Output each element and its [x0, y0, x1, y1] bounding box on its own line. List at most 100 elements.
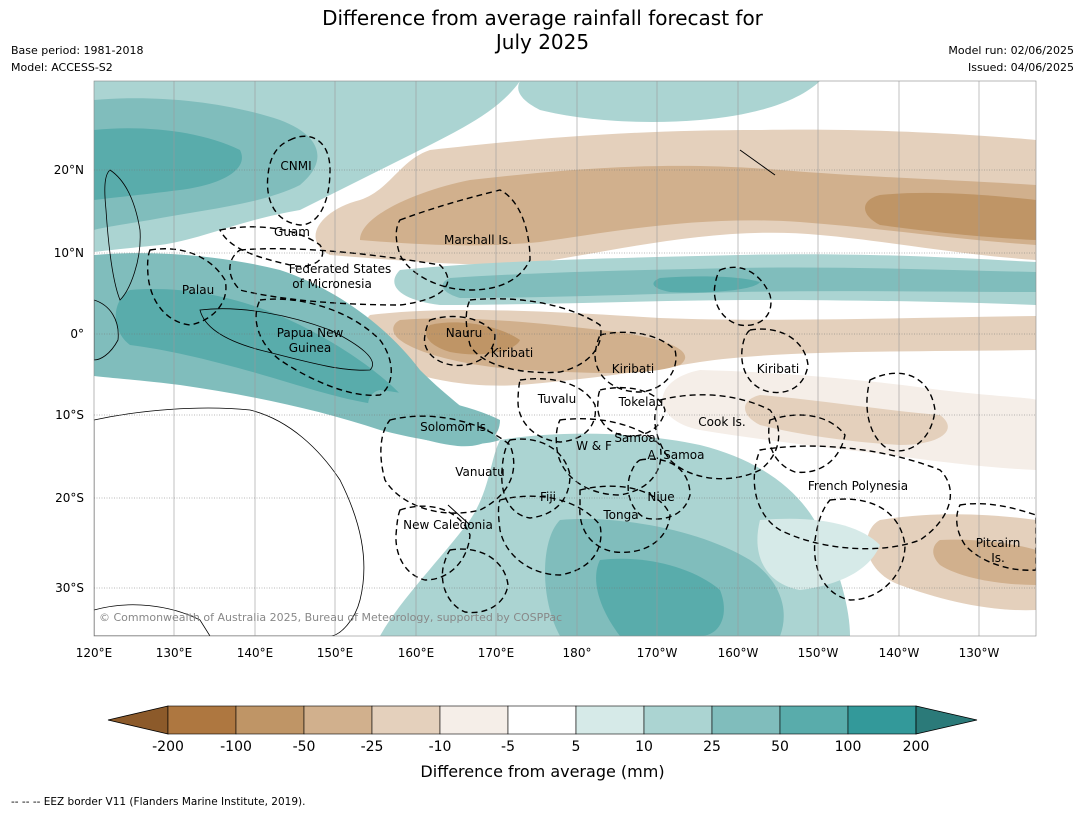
model-run: Model run: 02/06/2025 [948, 44, 1074, 57]
australia-landmass [94, 407, 365, 636]
colorbar-extend-high [915, 705, 978, 735]
place-label: of Micronesia [292, 277, 372, 291]
place-label: French Polynesia [808, 479, 908, 493]
place-label: Solomon Is. [420, 420, 490, 434]
map-title: Difference from average rainfall forecas… [0, 6, 1085, 54]
colorbar-segment [235, 705, 305, 735]
hawaii [739, 149, 776, 176]
colorbar-extend-low [107, 705, 169, 735]
place-label: Kiribati [612, 362, 654, 376]
place-label: Guam [274, 225, 310, 239]
place-label: Niue [647, 490, 674, 504]
philippines-landmass [104, 169, 141, 301]
base-period: Base period: 1981-2018 [11, 44, 144, 57]
dry-band-north-strong [865, 192, 1036, 240]
png-landmass [199, 308, 373, 371]
lat-tick-label: 0° [70, 327, 84, 341]
colorbar-segment [779, 705, 849, 735]
colorbar-tick-label: -100 [220, 739, 252, 755]
colorbar-segment [167, 705, 237, 735]
colorbar-tick-label: 200 [903, 739, 930, 755]
lon-tick-label: 170°W [637, 646, 678, 660]
lon-tick-label: 180° [563, 646, 592, 660]
place-label: Kiribati [491, 346, 533, 360]
place-label: Tuvalu [537, 392, 577, 406]
copyright-notice: © Commonwealth of Australia 2025, Bureau… [99, 611, 562, 624]
place-label: Samoa [614, 431, 655, 445]
place-label: Fiji [540, 490, 556, 504]
dry-patch-se-core [933, 539, 1036, 585]
place-label: CNMI [280, 159, 311, 173]
colorbar-tick-label: -200 [152, 739, 184, 755]
lat-tick-label: 20°S [55, 491, 84, 505]
colorbar-segment [371, 705, 441, 735]
place-label: Tonga [602, 508, 638, 522]
place-label: Vanuatu [455, 465, 505, 479]
model-name: Model: ACCESS-S2 [11, 61, 113, 74]
lat-tick-label: 10°N [54, 246, 84, 260]
dry-patch-nauru [426, 322, 520, 355]
place-label: Guinea [289, 341, 332, 355]
colorbar-segment [643, 705, 713, 735]
lon-tick-label: 120°E [76, 646, 113, 660]
place-label: Kiribati [757, 362, 799, 376]
place-label: Nauru [446, 326, 482, 340]
place-label: Papua New [277, 326, 344, 340]
dry-band-north-core [360, 165, 1036, 246]
lat-tick-label: 30°S [55, 581, 84, 595]
lon-tick-label: 140°E [237, 646, 274, 660]
lon-tick-label: 130°E [156, 646, 193, 660]
lon-tick-label: 140°W [879, 646, 920, 660]
eez-borders [146, 135, 1036, 614]
issued-date: Issued: 04/06/2025 [967, 61, 1074, 74]
run-info: Model run: 02/06/2025 Issued: 04/06/2025 [948, 42, 1074, 76]
colorbar-segment [507, 705, 577, 735]
axis-labels: 120°E 130°E 140°E 150°E 160°E 170°E 180° 170°W 1… [54, 163, 1000, 660]
colorbar-tick-label: 10 [635, 739, 653, 755]
lon-tick-label: 130°W [959, 646, 1000, 660]
colorbar-tick-label: -50 [293, 739, 316, 755]
rainfall-anomaly-field [94, 81, 1036, 636]
lon-tick-label: 170°E [478, 646, 515, 660]
colorbar-tick-label: 25 [703, 739, 721, 755]
place-label: W & F [576, 439, 612, 453]
model-info: Base period: 1981-2018 Model: ACCESS-S2 [11, 42, 143, 76]
lon-tick-label: 160°E [398, 646, 435, 660]
title-line-1: Difference from average rainfall forecas… [322, 6, 763, 30]
lat-tick-label: 20°N [54, 163, 84, 177]
colorbar-segment [575, 705, 645, 735]
title-line-2: July 2025 [495, 30, 590, 54]
wet-band-ne [518, 81, 820, 122]
lon-tick-label: 150°W [798, 646, 839, 660]
wet-band-itcz-strong [653, 276, 760, 293]
colorbar-segment [847, 705, 917, 735]
eez-legend: -- -- -- EEZ border V11 (Flanders Marine… [11, 796, 306, 808]
lon-tick-label: 150°E [317, 646, 354, 660]
graticule [94, 81, 1036, 636]
wet-band-northwest-strong [94, 128, 242, 200]
place-label: Pitcairn [976, 536, 1021, 550]
colorbar-tick-label: -25 [361, 739, 384, 755]
place-label: Federated States [289, 262, 391, 276]
place-label: Is. [991, 551, 1005, 565]
place-label: A. Samoa [648, 448, 705, 462]
place-label: Tokelau [618, 395, 664, 409]
colorbar-segment [439, 705, 509, 735]
wet-region-png-core [115, 289, 410, 406]
place-label: Cook Is. [698, 415, 745, 429]
place-label: Palau [182, 283, 214, 297]
colorbar-tick-label: -10 [429, 739, 452, 755]
colorbar-segment [711, 705, 781, 735]
new-caledonia [447, 504, 471, 526]
dry-band-south-core [745, 395, 948, 445]
wet-region-south-strong [596, 558, 724, 636]
colorbar: -200 -100 -50 -25 -10 -5 5 10 25 50 100 200 [107, 705, 978, 755]
colorbar-tick-label: 100 [835, 739, 862, 755]
colorbar-tick-label: 50 [771, 739, 789, 755]
lat-tick-label: 10°S [55, 408, 84, 422]
lon-tick-label: 160°W [718, 646, 759, 660]
colorbar-unit-label: Difference from average (mm) [420, 762, 665, 781]
new-zealand [94, 604, 211, 636]
